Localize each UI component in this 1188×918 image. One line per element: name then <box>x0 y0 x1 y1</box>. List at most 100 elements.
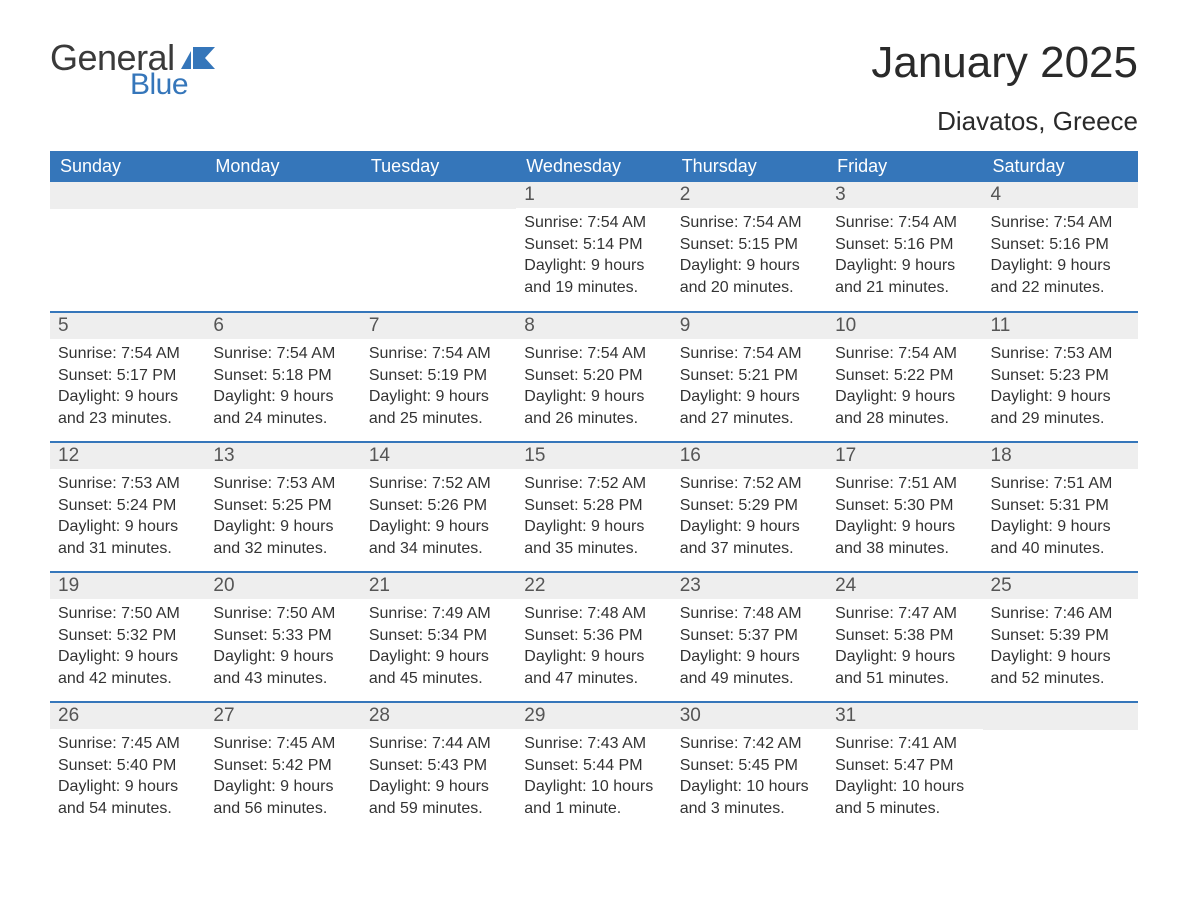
day-dl1: Daylight: 9 hours <box>369 646 508 668</box>
day-sunset: Sunset: 5:20 PM <box>524 365 663 387</box>
calendar-week-row: 26Sunrise: 7:45 AMSunset: 5:40 PMDayligh… <box>50 702 1138 832</box>
weekday-header: Tuesday <box>361 151 516 182</box>
day-body: Sunrise: 7:45 AMSunset: 5:40 PMDaylight:… <box>50 729 205 827</box>
day-number: 21 <box>361 573 516 599</box>
day-sunrise: Sunrise: 7:42 AM <box>680 733 819 755</box>
day-sunrise: Sunrise: 7:54 AM <box>524 343 663 365</box>
day-dl2: and 28 minutes. <box>835 408 974 430</box>
day-dl1: Daylight: 9 hours <box>58 646 197 668</box>
calendar-cell: 28Sunrise: 7:44 AMSunset: 5:43 PMDayligh… <box>361 702 516 832</box>
weekday-header: Saturday <box>983 151 1138 182</box>
day-sunset: Sunset: 5:16 PM <box>835 234 974 256</box>
calendar-title: January 2025 <box>871 38 1138 88</box>
day-body: Sunrise: 7:54 AMSunset: 5:22 PMDaylight:… <box>827 339 982 437</box>
day-sunrise: Sunrise: 7:41 AM <box>835 733 974 755</box>
calendar-cell: 29Sunrise: 7:43 AMSunset: 5:44 PMDayligh… <box>516 702 671 832</box>
calendar-cell: 17Sunrise: 7:51 AMSunset: 5:30 PMDayligh… <box>827 442 982 572</box>
day-sunset: Sunset: 5:24 PM <box>58 495 197 517</box>
day-sunset: Sunset: 5:36 PM <box>524 625 663 647</box>
calendar-week-row: 19Sunrise: 7:50 AMSunset: 5:32 PMDayligh… <box>50 572 1138 702</box>
calendar-cell: 1Sunrise: 7:54 AMSunset: 5:14 PMDaylight… <box>516 182 671 312</box>
day-body: Sunrise: 7:42 AMSunset: 5:45 PMDaylight:… <box>672 729 827 827</box>
day-dl1: Daylight: 9 hours <box>835 255 974 277</box>
day-dl1: Daylight: 9 hours <box>680 646 819 668</box>
day-sunset: Sunset: 5:42 PM <box>213 755 352 777</box>
empty-daynum <box>983 703 1138 730</box>
day-dl2: and 20 minutes. <box>680 277 819 299</box>
day-body: Sunrise: 7:52 AMSunset: 5:26 PMDaylight:… <box>361 469 516 567</box>
day-body: Sunrise: 7:52 AMSunset: 5:29 PMDaylight:… <box>672 469 827 567</box>
day-sunset: Sunset: 5:38 PM <box>835 625 974 647</box>
calendar-cell: 25Sunrise: 7:46 AMSunset: 5:39 PMDayligh… <box>983 572 1138 702</box>
day-sunrise: Sunrise: 7:53 AM <box>991 343 1130 365</box>
day-dl1: Daylight: 9 hours <box>524 516 663 538</box>
day-sunset: Sunset: 5:32 PM <box>58 625 197 647</box>
day-dl2: and 37 minutes. <box>680 538 819 560</box>
day-sunset: Sunset: 5:19 PM <box>369 365 508 387</box>
day-sunrise: Sunrise: 7:54 AM <box>213 343 352 365</box>
day-dl1: Daylight: 9 hours <box>835 386 974 408</box>
day-number: 4 <box>983 182 1138 208</box>
weekday-header: Wednesday <box>516 151 671 182</box>
day-sunrise: Sunrise: 7:43 AM <box>524 733 663 755</box>
day-number: 16 <box>672 443 827 469</box>
day-sunrise: Sunrise: 7:53 AM <box>213 473 352 495</box>
calendar-cell <box>983 702 1138 832</box>
day-body: Sunrise: 7:50 AMSunset: 5:33 PMDaylight:… <box>205 599 360 697</box>
calendar-cell: 21Sunrise: 7:49 AMSunset: 5:34 PMDayligh… <box>361 572 516 702</box>
day-sunset: Sunset: 5:25 PM <box>213 495 352 517</box>
day-number: 19 <box>50 573 205 599</box>
weekday-header: Friday <box>827 151 982 182</box>
calendar-cell <box>361 182 516 312</box>
day-dl2: and 27 minutes. <box>680 408 819 430</box>
weekday-header: Thursday <box>672 151 827 182</box>
calendar-cell: 31Sunrise: 7:41 AMSunset: 5:47 PMDayligh… <box>827 702 982 832</box>
day-dl1: Daylight: 9 hours <box>680 255 819 277</box>
day-sunrise: Sunrise: 7:54 AM <box>835 212 974 234</box>
day-body: Sunrise: 7:41 AMSunset: 5:47 PMDaylight:… <box>827 729 982 827</box>
day-body: Sunrise: 7:53 AMSunset: 5:23 PMDaylight:… <box>983 339 1138 437</box>
location-label: Diavatos, Greece <box>50 106 1138 137</box>
day-dl2: and 22 minutes. <box>991 277 1130 299</box>
day-dl1: Daylight: 9 hours <box>58 386 197 408</box>
calendar-cell: 24Sunrise: 7:47 AMSunset: 5:38 PMDayligh… <box>827 572 982 702</box>
day-dl1: Daylight: 9 hours <box>524 646 663 668</box>
calendar-cell: 15Sunrise: 7:52 AMSunset: 5:28 PMDayligh… <box>516 442 671 572</box>
calendar-cell: 9Sunrise: 7:54 AMSunset: 5:21 PMDaylight… <box>672 312 827 442</box>
day-sunrise: Sunrise: 7:51 AM <box>991 473 1130 495</box>
calendar-week-row: 5Sunrise: 7:54 AMSunset: 5:17 PMDaylight… <box>50 312 1138 442</box>
day-body: Sunrise: 7:54 AMSunset: 5:14 PMDaylight:… <box>516 208 671 306</box>
day-dl1: Daylight: 9 hours <box>991 646 1130 668</box>
calendar-week-row: 12Sunrise: 7:53 AMSunset: 5:24 PMDayligh… <box>50 442 1138 572</box>
empty-daynum <box>361 182 516 209</box>
calendar-cell: 14Sunrise: 7:52 AMSunset: 5:26 PMDayligh… <box>361 442 516 572</box>
day-body: Sunrise: 7:48 AMSunset: 5:37 PMDaylight:… <box>672 599 827 697</box>
calendar-cell: 19Sunrise: 7:50 AMSunset: 5:32 PMDayligh… <box>50 572 205 702</box>
day-dl2: and 19 minutes. <box>524 277 663 299</box>
day-dl2: and 34 minutes. <box>369 538 508 560</box>
day-dl2: and 43 minutes. <box>213 668 352 690</box>
calendar-cell <box>205 182 360 312</box>
day-sunset: Sunset: 5:15 PM <box>680 234 819 256</box>
day-sunrise: Sunrise: 7:54 AM <box>680 343 819 365</box>
day-dl2: and 32 minutes. <box>213 538 352 560</box>
day-sunset: Sunset: 5:43 PM <box>369 755 508 777</box>
day-sunrise: Sunrise: 7:46 AM <box>991 603 1130 625</box>
weekday-header-row: Sunday Monday Tuesday Wednesday Thursday… <box>50 151 1138 182</box>
day-dl2: and 51 minutes. <box>835 668 974 690</box>
day-dl1: Daylight: 9 hours <box>213 646 352 668</box>
day-dl1: Daylight: 9 hours <box>213 516 352 538</box>
day-sunrise: Sunrise: 7:47 AM <box>835 603 974 625</box>
day-dl1: Daylight: 9 hours <box>524 255 663 277</box>
header-row: General Blue January 2025 <box>50 40 1138 100</box>
calendar-cell: 13Sunrise: 7:53 AMSunset: 5:25 PMDayligh… <box>205 442 360 572</box>
day-number: 26 <box>50 703 205 729</box>
day-dl2: and 49 minutes. <box>680 668 819 690</box>
day-dl2: and 24 minutes. <box>213 408 352 430</box>
day-number: 31 <box>827 703 982 729</box>
day-sunrise: Sunrise: 7:54 AM <box>524 212 663 234</box>
day-sunset: Sunset: 5:45 PM <box>680 755 819 777</box>
day-sunrise: Sunrise: 7:53 AM <box>58 473 197 495</box>
day-sunset: Sunset: 5:40 PM <box>58 755 197 777</box>
day-dl2: and 56 minutes. <box>213 798 352 820</box>
